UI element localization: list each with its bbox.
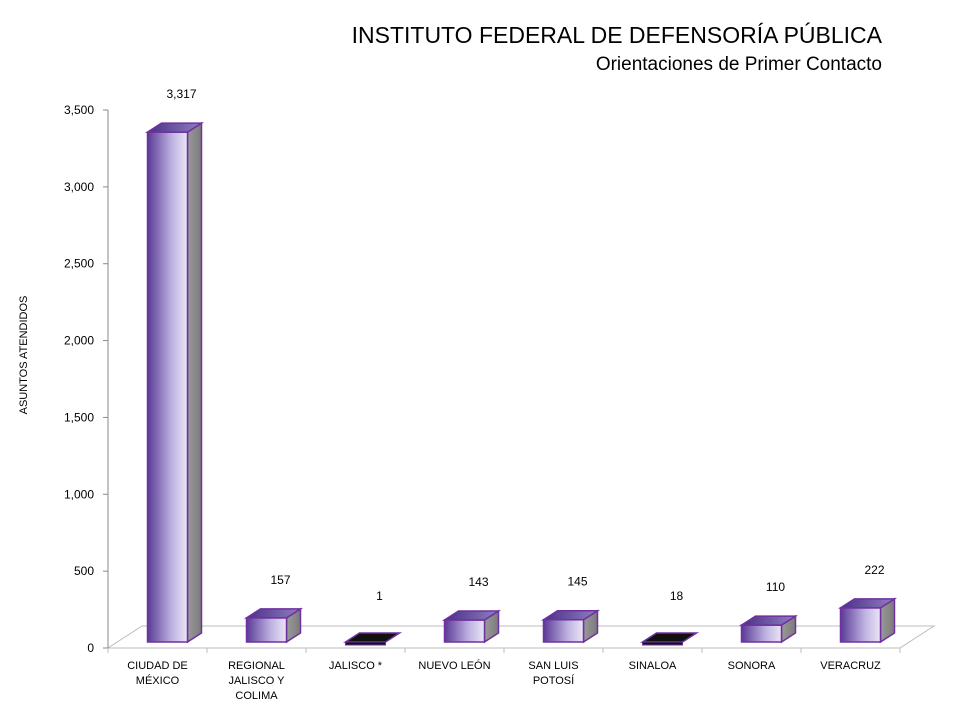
category-label: CIUDAD DE MÉXICO [127, 660, 188, 687]
y-tick-label: 3,500 [64, 103, 94, 117]
bar-top [540, 609, 601, 621]
data-label: 3,317 [166, 87, 196, 101]
bar-front [740, 624, 783, 643]
bar [639, 632, 700, 646]
bar-front [542, 618, 585, 643]
data-label: 157 [270, 573, 290, 587]
bar [738, 614, 799, 644]
bar-front [146, 131, 189, 643]
category-label: NUEVO LEÓN [418, 659, 490, 672]
bar-front [245, 617, 288, 643]
y-tick-label: 0 [87, 641, 94, 655]
bar-top [441, 610, 502, 621]
bar [243, 607, 304, 644]
bar-front [345, 641, 386, 646]
bar [144, 121, 205, 644]
chart-floor [106, 625, 936, 649]
data-label: 18 [670, 589, 684, 603]
category-label: SINALOA [629, 660, 677, 672]
floor-plane [106, 625, 936, 649]
data-label: 1 [376, 589, 383, 603]
bar-top [342, 632, 403, 643]
chart-subtitle: Orientaciones de Primer Contacto [595, 54, 882, 75]
category-label: JALISCO * [329, 660, 383, 672]
bar-front [443, 619, 486, 643]
y-tick-label: 1,500 [64, 410, 94, 424]
data-label: 145 [567, 575, 587, 589]
category-label: SAN LUIS POTOSÍ [528, 660, 578, 687]
category-label: VERACRUZ [820, 660, 881, 672]
bars [144, 121, 898, 646]
y-tick-label: 500 [74, 564, 94, 578]
bar-side [186, 121, 203, 644]
y-axis: 0 500 1,000 1,500 2,000 2,500 3,000 3,500 [64, 103, 901, 655]
bar-top [243, 608, 304, 619]
bar [342, 632, 403, 646]
y-tick-label: 3,000 [64, 180, 94, 194]
bar-front [642, 641, 683, 646]
y-tick-label: 2,000 [64, 334, 94, 348]
bar-top [639, 632, 700, 643]
bar [837, 597, 898, 644]
bar [441, 609, 502, 644]
y-tick-label: 1,000 [64, 487, 94, 501]
bar [540, 609, 601, 644]
bar-top [738, 615, 799, 626]
labels: 3,317 CIUDAD DE MÉXICO 157 REGIONAL JALISCO Y… [127, 87, 885, 702]
data-label: 143 [468, 575, 488, 589]
chart-title: INSTITUTO FEDERAL DE DEFENSORÍA PÚBLICA [351, 22, 882, 48]
bar-front [839, 607, 882, 643]
bar-top [144, 122, 205, 133]
bar-top [837, 598, 898, 609]
data-label: 222 [864, 563, 884, 577]
y-tick-label: 2,500 [64, 257, 94, 271]
category-label: REGIONAL JALISCO Y COLIMA [228, 660, 285, 702]
data-label: 110 [766, 580, 785, 594]
category-label: SONORA [728, 660, 776, 672]
